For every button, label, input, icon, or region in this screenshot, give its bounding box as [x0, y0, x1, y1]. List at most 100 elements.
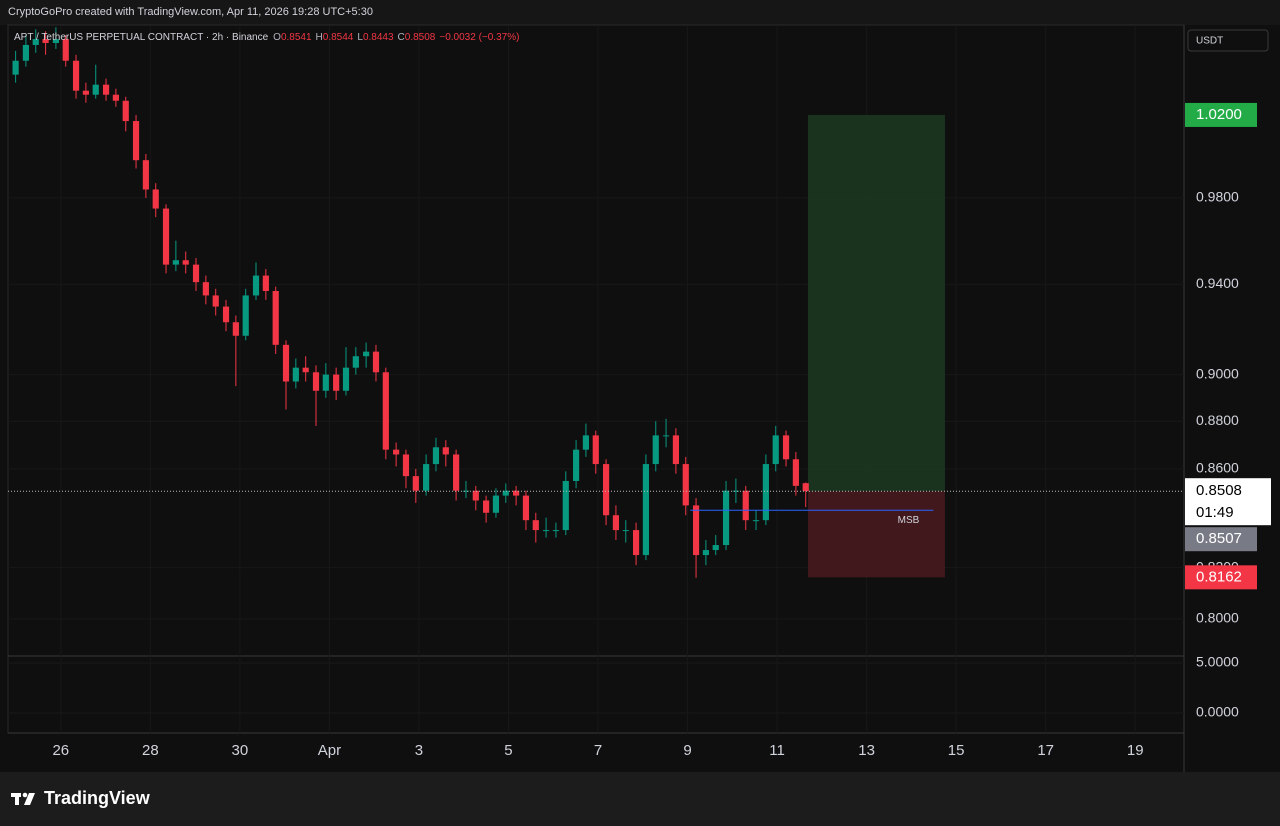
candle-body: [712, 545, 719, 551]
x-tick-label: 5: [504, 742, 512, 759]
x-tick-label: 13: [858, 742, 875, 759]
y-tick-label: 0.9000: [1196, 365, 1239, 381]
ohlc-label: H: [316, 32, 323, 43]
x-tick-label: 3: [415, 742, 423, 759]
y-tick-label: 0.8600: [1196, 460, 1239, 476]
candle-body: [582, 435, 590, 450]
candle-body: [682, 464, 689, 506]
candle-body: [423, 464, 430, 491]
ohlc-value: 0.8508: [405, 32, 436, 43]
x-tick-label: 9: [683, 742, 691, 759]
x-tick-label: 30: [232, 742, 249, 759]
x-tick-label: 28: [142, 742, 159, 759]
ohlc-label: C: [398, 32, 405, 43]
candle-body: [672, 435, 679, 465]
candle-body: [32, 39, 39, 45]
currency-box[interactable]: [1187, 29, 1269, 52]
candle-body: [252, 275, 260, 296]
top-bar: [0, 0, 1280, 25]
candle-body: [112, 94, 119, 101]
candle-body: [322, 374, 329, 391]
ohlc-label: L: [357, 32, 363, 43]
candle-body: [532, 520, 539, 531]
candle-body: [692, 505, 700, 556]
candle-body: [782, 435, 790, 460]
candle-body: [282, 344, 290, 382]
candle-body: [472, 490, 479, 501]
stop-label-box: [1185, 565, 1257, 590]
ohlc-value: 0.8544: [323, 32, 354, 43]
candle-body: [802, 483, 809, 492]
x-tick-label: 15: [948, 742, 965, 759]
candle-body: [92, 84, 99, 95]
profit-zone: [807, 114, 945, 492]
legend: APT / TetherUS PERPETUAL CONTRACT · 2h ·…: [14, 32, 519, 43]
candle-body: [492, 495, 500, 513]
target-label: 1.0200: [1196, 106, 1242, 123]
candle-body: [372, 351, 380, 373]
candle-body: [333, 374, 340, 391]
y-tick-label: 0.9400: [1196, 275, 1239, 291]
footer: [0, 772, 1280, 826]
stop-label: 0.8162: [1196, 568, 1242, 585]
candle-body: [52, 39, 59, 43]
currency[interactable]: USDT: [1196, 36, 1223, 47]
candle-body: [622, 530, 629, 532]
brand: TradingView: [44, 788, 151, 808]
ohlc-label: O: [273, 32, 281, 43]
x-tick-label: 19: [1127, 742, 1144, 759]
candle-body: [612, 515, 620, 531]
candle-body: [483, 500, 490, 513]
candle-body: [152, 189, 159, 209]
candle-body: [42, 39, 49, 43]
candle-body: [402, 454, 410, 477]
candle-body: [722, 490, 730, 546]
candle-body: [382, 372, 389, 450]
candle-body: [552, 530, 560, 532]
x-tick-label: 17: [1037, 742, 1054, 759]
candle-body: [363, 351, 370, 357]
candle-body: [172, 260, 179, 265]
tradingview-logo: TradingView: [11, 788, 151, 808]
candle-body: [232, 322, 239, 336]
candle-body: [212, 295, 219, 307]
candle-body: [122, 100, 129, 122]
last-price-box: [1185, 478, 1271, 526]
alert-price-label: 0.8507: [1196, 530, 1242, 547]
ohlc-value: 0.8443: [363, 32, 394, 43]
y-tick-label: 0.0000: [1196, 704, 1239, 720]
candle-body: [752, 520, 760, 522]
candle-body: [352, 356, 359, 368]
y-tick-label: 0.8000: [1196, 610, 1239, 626]
candle-body: [442, 447, 449, 455]
candle-body: [192, 264, 200, 283]
candle-body: [292, 367, 299, 382]
attribution: CryptoGoPro created with TradingView.com…: [8, 6, 373, 18]
candle-body: [102, 84, 110, 95]
candle-body: [792, 459, 799, 486]
candle-body: [222, 306, 230, 323]
candle-body: [12, 60, 19, 75]
candle-body: [312, 372, 320, 391]
y-tick-label: 0.9800: [1196, 189, 1239, 205]
x-tick-label: Apr: [318, 742, 341, 759]
candle-body: [62, 39, 69, 61]
logo-dot: [22, 792, 28, 798]
candle-body: [72, 60, 80, 91]
candle-body: [592, 435, 599, 465]
logo-stem: [15, 793, 19, 805]
candle-body: [302, 367, 309, 373]
last-price-label: 0.8508: [1196, 482, 1242, 499]
candle-body: [652, 435, 659, 465]
candle-body: [393, 449, 400, 455]
candle-body: [412, 476, 419, 491]
candle-body: [762, 464, 769, 521]
candle-body: [82, 90, 89, 95]
candle-body: [342, 367, 350, 391]
target-label-box: [1185, 102, 1257, 127]
candle-body: [513, 490, 520, 496]
candle-body: [453, 454, 460, 491]
chart-area: [7, 24, 1185, 734]
candle-body: [542, 530, 550, 532]
